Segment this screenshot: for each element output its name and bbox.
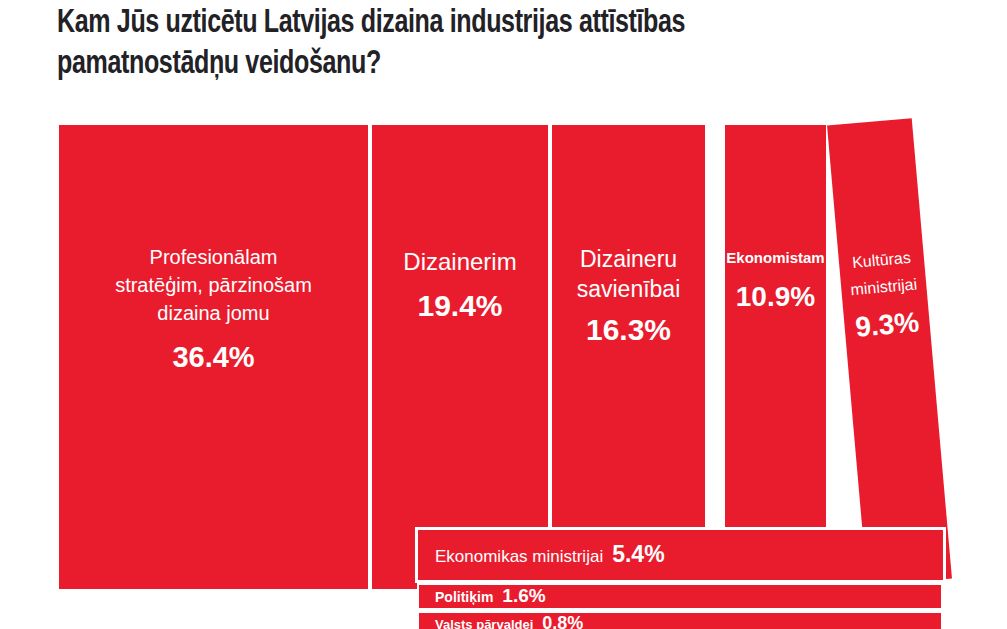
bar-text: Dizaineru savienībai 16.3% — [552, 244, 705, 347]
bar-label-line: savienībai — [552, 274, 705, 304]
bar-label-line: dizaina jomu — [59, 299, 368, 327]
hbar-label: Valsts pārvaldei — [435, 617, 533, 629]
hbar-label: Ekonomikas ministrijai — [435, 547, 603, 566]
hbar-ekonomikas-ministrijai: Ekonomikas ministrijai 5.4% — [415, 527, 946, 583]
hbar-value: 5.4% — [612, 541, 664, 567]
chart-title-line-2: pamatnostādņu veidošanu? — [57, 41, 685, 82]
hbar-value: 1.6% — [502, 585, 545, 606]
bar-label-line: Dizaineru — [552, 244, 705, 274]
bar-profesionalam-strategim: Profesionālam stratēģim, pārzinošam diza… — [59, 125, 368, 589]
bar-label-line: stratēģim, pārzinošam — [59, 271, 368, 299]
bar-value: 16.3% — [552, 313, 705, 347]
bar-kulturas-ministrijai: Kultūras ministrijai 9.3% — [827, 118, 952, 586]
bar-ekonomistam: Ekonomistam 10.9% — [725, 125, 826, 589]
infographic-canvas: Kam Jūs uzticētu Latvijas dizaina indust… — [0, 0, 1007, 629]
hbar-politikim: Politiķim 1.6% — [417, 583, 943, 610]
bar-value: 19.4% — [372, 289, 548, 323]
bar-text: Profesionālam stratēģim, pārzinošam diza… — [59, 243, 368, 374]
bar-label-line: Ekonomistam — [725, 248, 826, 268]
bar-label-line: Profesionālam — [59, 243, 368, 271]
hbar-value: 0.8% — [542, 613, 583, 629]
bar-label-line: Dizainerim — [372, 246, 548, 277]
bar-value: 10.9% — [725, 281, 826, 313]
hbar-label: Politiķim — [435, 589, 493, 605]
bar-value: 9.3% — [843, 305, 930, 344]
chart-title: Kam Jūs uzticētu Latvijas dizaina indust… — [57, 0, 685, 82]
bar-dizaineru-savienibai: Dizaineru savienībai 16.3% — [552, 125, 705, 589]
hbar-valsts-parvaldei: Valsts pārvaldei 0.8% — [417, 611, 943, 629]
bar-dizainerim: Dizainerim 19.4% — [372, 125, 548, 589]
bar-text: Dizainerim 19.4% — [372, 246, 548, 323]
chart-title-line-1: Kam Jūs uzticētu Latvijas dizaina indust… — [57, 0, 685, 41]
bar-text: Kultūras ministrijai 9.3% — [838, 243, 931, 345]
bar-value: 36.4% — [59, 341, 368, 374]
bar-text: Ekonomistam 10.9% — [725, 248, 826, 313]
